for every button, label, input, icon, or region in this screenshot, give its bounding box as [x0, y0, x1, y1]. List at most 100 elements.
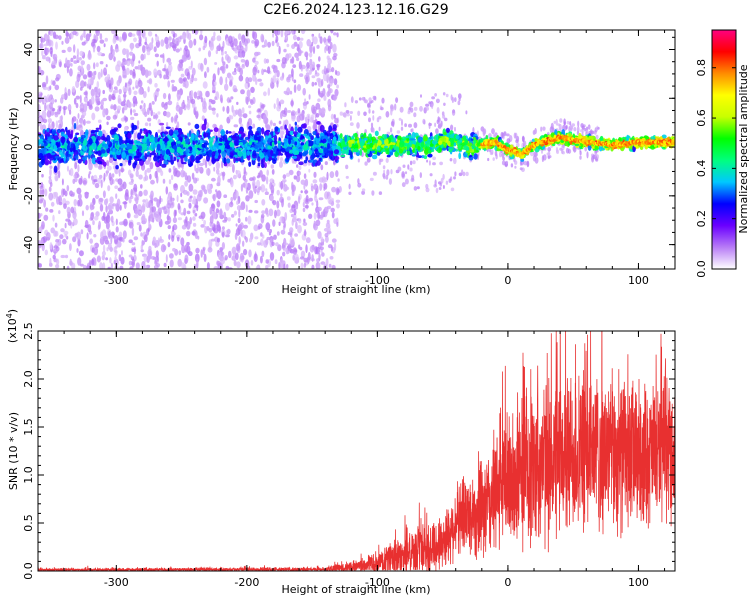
heatmap-cell [130, 46, 133, 51]
heatmap-cell [102, 89, 105, 95]
heatmap-cell [50, 40, 54, 47]
heatmap-cell [276, 58, 281, 63]
heatmap-cell [256, 179, 261, 188]
heatmap-cell [105, 64, 108, 68]
heatmap-cell [66, 66, 69, 74]
heatmap-cell [130, 189, 133, 198]
heatmap-cell [357, 110, 361, 117]
heatmap-cell [208, 98, 213, 103]
heatmap-cell [77, 257, 82, 266]
heatmap-cell [327, 195, 333, 205]
heatmap-cell [69, 167, 74, 177]
heatmap-cell [568, 149, 572, 154]
heatmap-cell [219, 208, 223, 217]
heatmap-cell [473, 153, 478, 160]
heatmap-cell [285, 36, 288, 42]
heatmap-cell [294, 52, 299, 58]
heatmap-cell [282, 174, 287, 180]
heatmap-cell [142, 45, 146, 54]
heatmap-cell [320, 211, 325, 216]
heatmap-cell [399, 106, 404, 113]
heatmap-cell [299, 113, 305, 121]
heatmap-cell [442, 173, 445, 180]
heatmap-cell [345, 175, 349, 179]
heatmap-cell [231, 214, 235, 218]
heatmap-cell [286, 87, 291, 96]
heatmap-cell [245, 76, 250, 84]
heatmap-cell [79, 94, 82, 104]
heatmap-cell [331, 264, 336, 269]
heatmap-cell [220, 46, 224, 53]
heatmap-cell [297, 126, 303, 133]
heatmap-cell [438, 187, 442, 190]
heatmap-cell [88, 161, 93, 171]
heatmap-cell [167, 64, 173, 73]
heatmap-cell [315, 102, 321, 110]
heatmap-cell [188, 183, 194, 192]
heatmap-cell [233, 259, 237, 267]
heatmap-cell [261, 127, 265, 135]
heatmap-cell [69, 109, 72, 115]
heatmap-cell [378, 126, 381, 132]
heatmap-cell [203, 57, 208, 66]
heatmap-cell [138, 60, 141, 64]
heatmap-cell [390, 169, 393, 175]
heatmap-cell [348, 183, 351, 190]
heatmap-cell [100, 179, 103, 189]
heatmap-cell [39, 138, 44, 142]
heatmap-cell [265, 176, 269, 185]
heatmap-cell [150, 109, 153, 117]
heatmap-cell [200, 30, 203, 35]
heatmap-cell [319, 36, 323, 44]
heatmap-cell [257, 108, 261, 113]
heatmap-cell [136, 163, 140, 170]
heatmap-cell [239, 52, 243, 59]
heatmap-cell [112, 49, 115, 57]
heatmap-cell [78, 57, 82, 61]
heatmap-cell [103, 172, 106, 181]
heatmap-cell [39, 189, 43, 196]
heatmap-cell [175, 48, 180, 53]
heatmap-cell [577, 120, 580, 128]
heatmap-cell [222, 172, 225, 181]
heatmap-cell [175, 170, 181, 178]
heatmap-cell [368, 117, 371, 123]
heatmap-cell [55, 41, 58, 50]
heatmap-cell [167, 80, 171, 88]
heatmap-cell [98, 220, 101, 230]
heatmap-cell [336, 84, 339, 89]
heatmap-cell [265, 188, 268, 192]
heatmap-cell [95, 211, 100, 217]
heatmap-cell [149, 194, 154, 199]
heatmap-cell [114, 185, 119, 189]
heatmap-cell [92, 220, 95, 226]
heatmap-cell [326, 219, 330, 224]
heatmap-cell [206, 66, 210, 73]
heatmap-cell [67, 104, 72, 112]
heatmap-cell [205, 147, 209, 150]
heatmap-cell [54, 174, 59, 182]
heatmap-cell [215, 49, 218, 55]
heatmap-cell [132, 53, 136, 62]
heatmap-cell [85, 204, 89, 211]
heatmap-cell [450, 187, 455, 192]
heatmap-cell [180, 67, 184, 72]
heatmap-cell [429, 173, 433, 177]
heatmap-cell [211, 177, 216, 182]
heatmap-cell [248, 209, 253, 213]
heatmap-cell [304, 190, 309, 194]
heatmap-cell [457, 100, 461, 106]
heatmap-cell [256, 188, 261, 193]
heatmap-cell [329, 171, 335, 179]
heatmap-cell [110, 262, 113, 269]
heatmap-cell [203, 197, 209, 204]
heatmap-cell [168, 129, 174, 136]
heatmap-cell [206, 226, 210, 231]
heatmap-cell [108, 52, 114, 61]
heatmap-cell [207, 128, 210, 133]
heatmap-cell [119, 163, 123, 167]
heatmap-cell [194, 204, 199, 209]
heatmap-cell [180, 73, 185, 78]
heatmap-cell [252, 66, 257, 76]
heatmap-cell [167, 225, 171, 230]
